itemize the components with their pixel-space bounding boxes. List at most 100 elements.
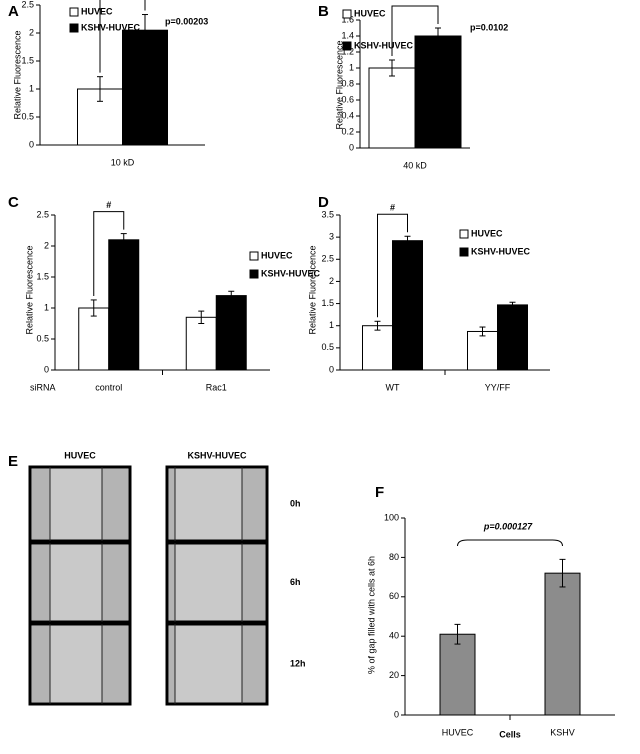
y-tick-label: 0.2 [341,126,354,136]
y-axis-label: Relative Fluorescence [24,245,34,334]
legend-label: KSHV-HUVEC [81,22,141,32]
y-tick-label: 1.5 [321,298,334,308]
legend-swatch [459,247,469,257]
y-axis-label: % of gap filled with cells at 6h [366,556,376,674]
y-tick-label: 3.5 [321,209,334,219]
bar [414,35,462,149]
significance-bracket [99,0,146,73]
bar [544,572,581,716]
y-tick-label: 0.4 [341,110,354,120]
significance-bracket [93,211,125,296]
micrograph-texture [169,626,175,702]
y-tick-label: 0 [329,364,334,374]
y-tick-label: 2 [329,276,334,286]
significance-bracket [377,213,408,318]
x-tick-label: WT [386,382,400,392]
y-axis-label: Relative Fluorescence [334,40,344,129]
bar [185,316,217,371]
x-group-label: siRNA [30,382,56,392]
y-tick-label: 2 [44,240,49,250]
y-tick-label: 80 [389,552,399,562]
x-tick-label: 40 kD [403,160,427,170]
bar [215,295,247,371]
y-tick-label: 1 [329,320,334,330]
significance-mark: # [106,200,111,210]
legend-label: HUVEC [261,250,293,260]
panel-letter: D [318,194,329,211]
y-tick-label: 100 [384,512,399,522]
x-tick-label: HUVEC [442,727,474,737]
x-tick-label: 10 kD [111,157,135,167]
p-value: p=0.0102 [470,22,508,32]
legend-label: KSHV-HUVEC [261,268,321,278]
micrograph-texture [102,545,128,620]
y-tick-label: 1 [29,83,34,93]
legend-label: KSHV-HUVEC [471,246,531,256]
x-tick-label: Rac1 [206,382,227,392]
y-tick-label: 2.5 [21,0,34,9]
legend-swatch [342,9,352,19]
legend-label: KSHV-HUVEC [354,40,414,50]
x-axis-label: Cells [499,729,521,739]
legend-swatch [69,7,79,17]
micrograph-texture [102,469,128,539]
panel-letter: E [8,453,18,470]
row-label: 6h [290,577,301,587]
y-tick-label: 0.5 [36,333,49,343]
y-tick-label: 3 [329,232,334,242]
micrograph-texture [242,545,265,620]
column-header: KSHV-HUVEC [187,450,247,460]
y-tick-label: 0 [349,142,354,152]
y-tick-label: 2.5 [321,254,334,264]
row-label: 12h [290,658,306,668]
y-tick-label: 0 [394,709,399,719]
panel-letter: C [8,194,19,211]
y-tick-label: 0 [29,139,34,149]
significance-bracket [391,5,439,56]
column-header: HUVEC [64,450,96,460]
y-axis-label: Relative Fluorescence [307,245,317,334]
legend-label: HUVEC [81,6,113,16]
y-tick-label: 40 [389,631,399,641]
significance-brace [457,539,563,547]
panel-letter: A [8,3,19,20]
y-tick-label: 60 [389,591,399,601]
y-tick-label: 1.5 [21,55,34,65]
bar [108,239,140,371]
y-tick-label: 1.5 [36,271,49,281]
y-tick-label: 2.5 [36,209,49,219]
legend-swatch [459,229,469,239]
bar [467,330,498,371]
p-value: p=0.00203 [165,16,208,26]
micrograph-texture [32,545,50,620]
legend-swatch [249,269,259,279]
bar [439,633,476,716]
micrograph-texture [102,626,128,702]
bar [497,304,528,371]
micrograph-texture [242,626,265,702]
micrograph-texture [169,545,175,620]
micrograph-texture [32,626,50,702]
y-tick-label: 1.4 [341,30,354,40]
bar [362,325,393,371]
legend-swatch [249,251,259,261]
y-tick-label: 20 [389,670,399,680]
y-tick-label: 2 [29,27,34,37]
micrograph-texture [32,469,50,539]
y-tick-label: 1 [44,302,49,312]
x-tick-label: KSHV [550,727,575,737]
micrograph-texture [242,469,265,539]
legend-label: HUVEC [471,228,503,238]
y-tick-label: 1.6 [341,14,354,24]
y-tick-label: 0.5 [21,111,34,121]
y-tick-label: 0.6 [341,94,354,104]
p-value: p=0.000127 [483,521,533,531]
y-tick-label: 0 [44,364,49,374]
x-tick-label: control [95,382,122,392]
y-tick-label: 0.8 [341,78,354,88]
panel-letter: F [375,484,384,501]
bar [368,67,416,149]
legend-label: HUVEC [354,8,386,18]
